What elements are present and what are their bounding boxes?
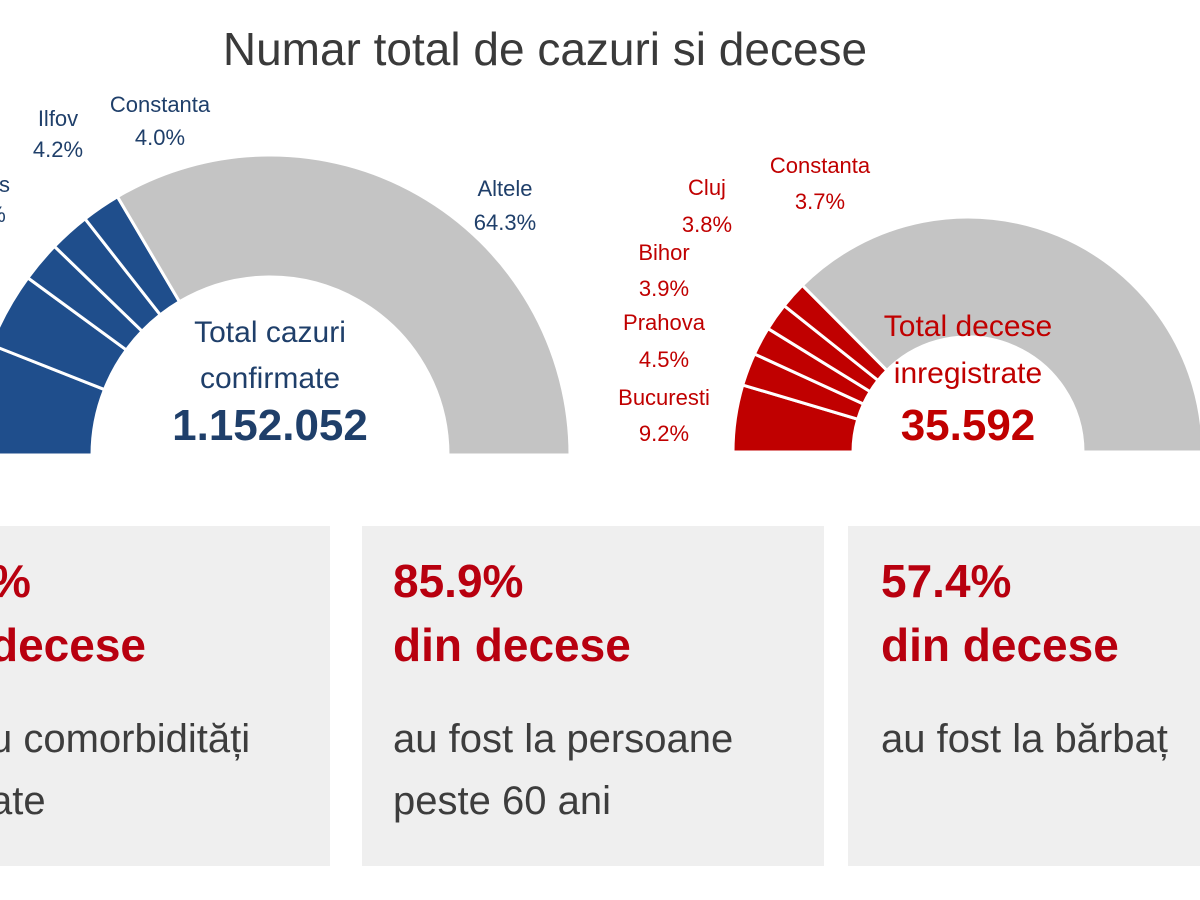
chart2-slice-label-3: Cluj [688,175,726,200]
chart2-slice-value-2: 3.9% [639,276,689,301]
stat-card-percentage: 57.4% [881,555,1012,607]
stat-card-description-line1: u comorbidități [0,717,251,761]
chart2-slice-label-4: Constanta [770,153,871,178]
stat-card-description-line2: peste 60 ani [393,779,611,823]
stat-card-subtitle: din decese [393,619,631,671]
chart1-slice-label-4: Constanta [110,92,211,117]
chart1-slice-value-5: 64.3% [474,210,536,235]
chart2-slice-value-3: 3.8% [682,212,732,237]
chart1-center-label-line2: confirmate [200,362,340,395]
half-donut-charts: nis% Ilfov 4.2% Constanta 4.0% Altele 64.3% Tot… [0,92,1200,457]
stat-card-age: 85.9% din decese au fost la persoane pes… [362,526,824,866]
chart2-center-label-line2: inregistrate [894,357,1042,390]
chart1-slice-label-2: nis [0,172,10,197]
stat-card-description: u comorbidități ate [0,708,250,832]
stat-card-description: au fost la bărbaț [881,708,1168,770]
chart2-slice-value-1: 4.5% [639,347,689,372]
stat-card-percentage: 85.9% [393,555,524,607]
chart1-slice-value-4: 4.0% [135,125,185,150]
chart1-slice-label-3: Ilfov [38,106,78,131]
stat-card-subtitle: decese [0,619,147,671]
chart2-slice-value-4: 3.7% [795,189,845,214]
stat-card-description-line2: ate [0,779,46,823]
chart2-slice-label-1: Prahova [623,310,706,335]
chart2-total-value: 35.592 [901,401,1036,450]
chart-title: Numar total de cazuri si decese [222,23,868,75]
chart2-slice-value-0: 9.2% [639,421,689,446]
chart2-slice-label-2: Bihor [638,240,689,265]
chart1-slice-5 [115,153,572,457]
stat-card-gender: 57.4% din decese au fost la bărbaț [848,526,1200,866]
stat-card-percentage: % [0,554,31,608]
chart1-total-value: 1.152.052 [172,401,368,450]
stat-card-description-line1: au fost la bărbaț [881,717,1168,761]
chart1-slice-value-3: 4.2% [33,137,83,162]
stat-card-description-line1: au fost la persoane [393,717,734,761]
chart1-center-label-line1: Total cazuri [194,316,346,349]
chart2-slice-label-0: Bucuresti [618,385,710,410]
stat-card-subtitle: din decese [881,619,1119,671]
chart2-slice-5 [800,215,1200,454]
stat-card-comorbidities: % decese u comorbidități ate [0,526,330,866]
stat-card-description: au fost la persoane peste 60 ani [393,708,733,832]
chart2-center-label-line1: Total decese [884,310,1052,343]
chart1-slice-value-2: % [0,202,6,227]
chart1-slice-label-5: Altele [477,176,532,201]
